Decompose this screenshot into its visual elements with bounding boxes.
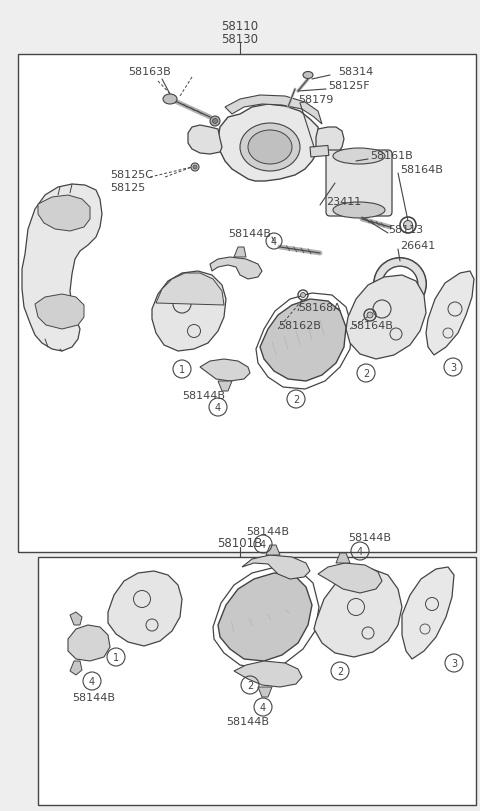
Text: 58144B: 58144B	[348, 532, 391, 543]
Text: 4: 4	[260, 702, 266, 712]
Text: 4: 4	[271, 237, 277, 247]
Polygon shape	[35, 294, 84, 329]
Text: 2: 2	[293, 394, 299, 405]
Text: 58144B: 58144B	[72, 692, 115, 702]
Text: 58113: 58113	[388, 225, 423, 234]
Polygon shape	[156, 273, 224, 306]
Text: 2: 2	[337, 666, 343, 676]
Polygon shape	[200, 359, 250, 381]
Polygon shape	[22, 185, 102, 351]
Text: 2: 2	[363, 368, 369, 379]
Text: 58168A: 58168A	[298, 303, 341, 312]
Text: 1: 1	[179, 365, 185, 375]
Text: 3: 3	[451, 659, 457, 668]
Polygon shape	[210, 258, 262, 280]
Text: 58125F: 58125F	[328, 81, 370, 91]
Bar	[310, 146, 329, 158]
Text: 26641: 26641	[400, 241, 435, 251]
Text: 58101B: 58101B	[217, 536, 263, 549]
Ellipse shape	[333, 203, 385, 219]
Polygon shape	[316, 128, 344, 156]
Polygon shape	[402, 568, 454, 659]
Text: 4: 4	[357, 547, 363, 556]
Text: 58125C: 58125C	[110, 169, 153, 180]
Ellipse shape	[163, 95, 177, 105]
Polygon shape	[258, 687, 272, 697]
Ellipse shape	[300, 293, 305, 298]
FancyBboxPatch shape	[326, 151, 392, 217]
Text: 4: 4	[260, 539, 266, 549]
Ellipse shape	[303, 72, 313, 79]
Text: 58110: 58110	[221, 20, 259, 33]
Ellipse shape	[240, 124, 300, 172]
Text: 58161B: 58161B	[370, 151, 413, 161]
Ellipse shape	[210, 117, 220, 127]
Text: 58163B: 58163B	[128, 67, 171, 77]
Ellipse shape	[404, 221, 412, 230]
Text: 58314: 58314	[338, 67, 373, 77]
Polygon shape	[188, 126, 222, 155]
Polygon shape	[225, 96, 322, 125]
Bar	[38, 557, 476, 805]
Polygon shape	[318, 564, 382, 594]
Polygon shape	[218, 105, 320, 182]
Polygon shape	[218, 381, 232, 392]
Polygon shape	[108, 571, 182, 646]
Text: 58162B: 58162B	[278, 320, 321, 331]
Polygon shape	[346, 276, 426, 359]
Text: 58164B: 58164B	[350, 320, 393, 331]
Text: 2: 2	[247, 680, 253, 690]
Polygon shape	[242, 556, 310, 579]
Text: 4: 4	[215, 402, 221, 413]
Polygon shape	[68, 625, 110, 661]
Polygon shape	[266, 545, 280, 556]
Polygon shape	[234, 661, 302, 687]
Polygon shape	[38, 195, 90, 232]
Ellipse shape	[333, 148, 385, 165]
Text: 58144B: 58144B	[182, 391, 225, 401]
Bar	[18, 55, 476, 552]
Polygon shape	[260, 299, 346, 381]
Ellipse shape	[367, 312, 373, 319]
Ellipse shape	[213, 119, 217, 124]
Polygon shape	[426, 272, 474, 355]
Text: 58144B: 58144B	[246, 526, 289, 536]
Text: 58164B: 58164B	[400, 165, 443, 175]
Text: 58125: 58125	[110, 182, 145, 193]
Text: 58130: 58130	[221, 33, 259, 46]
Ellipse shape	[248, 131, 292, 165]
Ellipse shape	[191, 164, 199, 172]
Text: 23411: 23411	[326, 197, 361, 207]
Text: 58144B: 58144B	[228, 229, 271, 238]
Polygon shape	[218, 573, 312, 661]
Ellipse shape	[193, 165, 197, 169]
Polygon shape	[70, 661, 82, 676]
Text: 4: 4	[89, 676, 95, 686]
Text: 1: 1	[113, 652, 119, 663]
Polygon shape	[314, 569, 402, 657]
Polygon shape	[234, 247, 246, 258]
Text: 3: 3	[450, 363, 456, 372]
Polygon shape	[70, 612, 82, 625]
Text: 58144B: 58144B	[226, 716, 269, 726]
Text: 58179: 58179	[298, 95, 334, 105]
Polygon shape	[152, 272, 226, 351]
Polygon shape	[336, 553, 350, 564]
